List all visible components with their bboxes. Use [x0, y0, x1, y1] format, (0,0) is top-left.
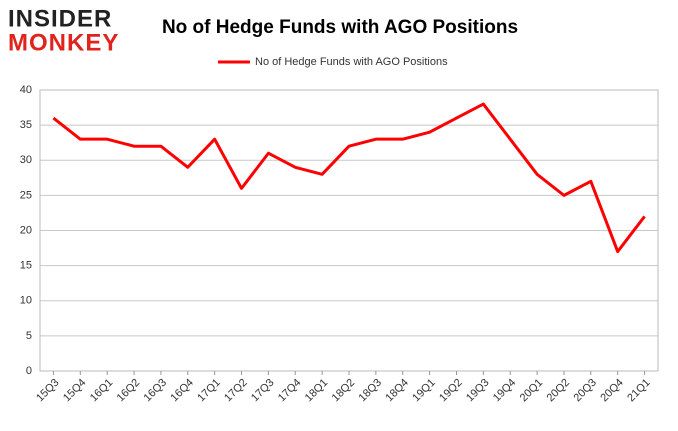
x-tick-label: 18Q3 [357, 377, 385, 405]
x-tick-label: 17Q1 [195, 377, 223, 405]
x-tick-label: 17Q2 [222, 377, 250, 405]
x-tick-label: 17Q4 [276, 377, 304, 405]
data-line [52, 102, 646, 254]
chart-title: No of Hedge Funds with AGO Positions [162, 17, 518, 38]
x-tick-label: 20Q1 [518, 377, 546, 405]
y-tick-label: 15 [20, 260, 32, 272]
logo-text: MONKEY [8, 29, 119, 56]
y-tick-label: 40 [20, 84, 32, 96]
y-tick-label: 5 [26, 330, 32, 342]
y-tick-label: 30 [20, 154, 32, 166]
x-tick-label: 15Q3 [34, 377, 62, 405]
x-tick-label: 20Q4 [598, 377, 626, 405]
x-tick-label: 18Q4 [383, 377, 411, 405]
y-tick-label: 35 [20, 119, 32, 131]
x-tick-label: 18Q1 [303, 377, 331, 405]
x-tick-label: 19Q1 [410, 377, 438, 405]
logo-text: INSIDER [8, 5, 112, 32]
x-tick-label: 19Q3 [464, 377, 492, 405]
x-tick-label: 15Q4 [61, 377, 89, 405]
x-tick-label: 19Q2 [437, 377, 465, 405]
legend-label: No of Hedge Funds with AGO Positions [255, 56, 448, 68]
y-tick-label: 0 [26, 365, 32, 377]
y-tick-label: 20 [20, 224, 32, 236]
x-tick-label: 21Q1 [625, 377, 653, 405]
x-tick-label: 16Q3 [142, 377, 170, 405]
x-tick-label: 16Q2 [115, 377, 143, 405]
x-tick-label: 17Q3 [249, 377, 277, 405]
x-tick-label: 18Q2 [330, 377, 358, 405]
x-tick-label: 20Q3 [571, 377, 599, 405]
y-tick-label: 10 [20, 295, 32, 307]
y-tick-label: 25 [20, 189, 32, 201]
x-tick-label: 19Q4 [491, 377, 519, 405]
x-tick-label: 16Q4 [168, 377, 196, 405]
x-tick-label: 16Q1 [88, 377, 116, 405]
x-tick-label: 20Q2 [545, 377, 573, 405]
